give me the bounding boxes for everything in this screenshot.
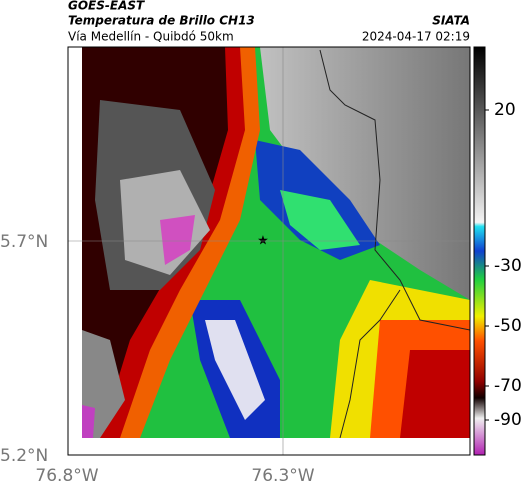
colorbar-tick-label: -30 <box>494 256 522 276</box>
map-frame <box>67 46 471 456</box>
colorbar-tick-label: 20 <box>494 100 516 120</box>
product: Temperatura de Brillo CH13 <box>68 14 255 28</box>
satellite-image <box>82 47 470 438</box>
colorbar-tick-label: -50 <box>494 316 522 336</box>
timestamp: 2024-04-17 02:19 <box>362 30 470 44</box>
colorbar-tick-label: -70 <box>494 376 522 396</box>
route: Vía Medellín - Quibdó 50km <box>68 30 234 44</box>
satellite: GOES-EAST <box>68 0 145 13</box>
source: SIATA <box>432 14 470 28</box>
colorbar <box>473 46 486 456</box>
lat-label: 5.7°N <box>0 232 48 252</box>
lat-label: 5.2°N <box>0 446 48 466</box>
colorbar-ticks: 20 -30 -50 -70 -90 <box>485 100 522 430</box>
lon-label: 76.3°W <box>251 466 314 486</box>
lon-label: 76.8°W <box>35 466 98 486</box>
colorbar-tick-label: -90 <box>494 410 522 430</box>
